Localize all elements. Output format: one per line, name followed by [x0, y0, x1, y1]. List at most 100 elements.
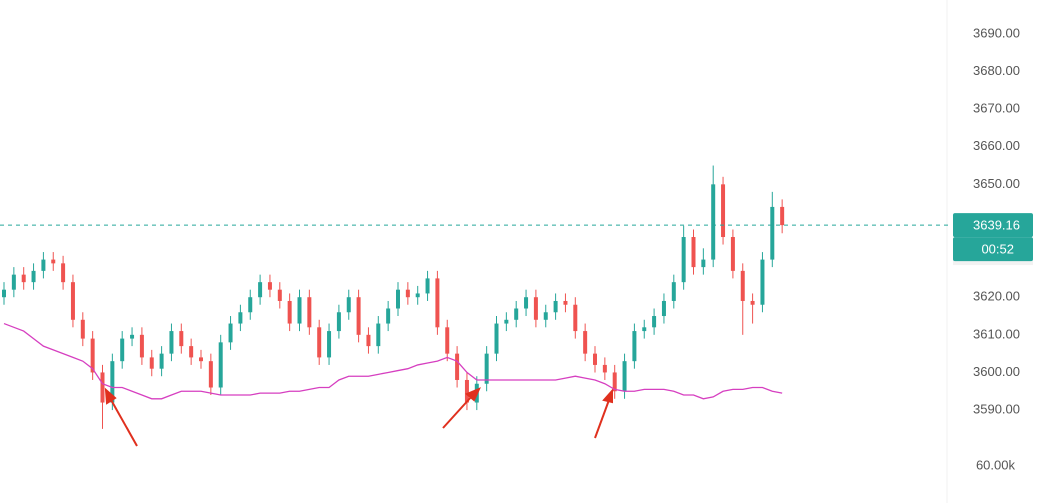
candle-body [770, 206, 775, 260]
arrow [442, 395, 473, 429]
arrow [594, 399, 610, 439]
candle-body [218, 342, 223, 388]
candle-body [681, 237, 686, 283]
y-tick-label: 3670.00 [973, 101, 1020, 116]
candle-body [494, 323, 499, 354]
candle-body [583, 331, 588, 354]
candle-body [396, 289, 400, 309]
candle-body [258, 282, 263, 298]
y-tick-label: 3680.00 [973, 63, 1020, 78]
candle-body [750, 300, 755, 305]
candle-body [524, 297, 529, 309]
candle-body [602, 364, 607, 373]
candle-body [405, 289, 410, 298]
candle-body [31, 270, 36, 283]
candle-body [248, 297, 253, 313]
candle-body [149, 357, 154, 369]
y-tick-label: 3660.00 [973, 138, 1020, 153]
arrow-head [465, 387, 481, 402]
candle-body [780, 206, 785, 226]
candle-body [760, 259, 765, 305]
candle-body [721, 184, 726, 238]
last-price-tag [953, 213, 1033, 238]
candle-body [652, 316, 657, 328]
candle-body [455, 353, 460, 380]
arrow-head [104, 387, 117, 405]
candle-body [110, 361, 115, 403]
candle-body [80, 319, 85, 339]
candle-body [139, 334, 144, 358]
candle-body [563, 300, 568, 305]
candle-body [553, 300, 558, 313]
candle-body [573, 304, 578, 332]
candle-body [2, 289, 6, 298]
candle-body [21, 274, 26, 283]
candle-body [208, 361, 213, 388]
y-tick-label: 3590.00 [973, 402, 1020, 417]
candle-body [661, 300, 666, 317]
candle-body [464, 379, 469, 403]
candle-body [366, 334, 371, 347]
candle-body [189, 346, 194, 358]
candle-body [287, 300, 292, 324]
candle-body [297, 297, 302, 324]
candle-body [701, 259, 706, 268]
candle-body [277, 289, 282, 301]
candle-body [336, 312, 341, 332]
candle-body [514, 308, 519, 320]
candle-body [317, 327, 322, 358]
candle-body [376, 323, 381, 347]
candle-body [327, 331, 332, 358]
candle-body [90, 338, 95, 373]
candle-body [386, 308, 391, 324]
candle-body [130, 334, 135, 339]
arrow-head [602, 388, 613, 404]
candle-body [11, 274, 16, 290]
y-tick-label: 3620.00 [973, 289, 1020, 304]
candle-body [100, 372, 105, 403]
y-tick-label: 3690.00 [973, 25, 1020, 40]
y-tick-label: 3600.00 [973, 364, 1020, 379]
candle-body [593, 353, 597, 365]
candle-body [504, 319, 509, 324]
candle-body [179, 331, 184, 347]
candle-body [228, 323, 233, 343]
arrow [109, 397, 138, 447]
candle-body [671, 282, 676, 301]
last-price-label: 3639.16 [973, 218, 1020, 233]
candle-body [632, 331, 637, 362]
candle-body [169, 331, 174, 354]
candle-body [435, 278, 440, 328]
candle-body [199, 357, 203, 362]
candle-body [711, 184, 716, 260]
annotation-arrows [104, 387, 613, 447]
candle-body [70, 282, 75, 320]
y-tick-label: 3650.00 [973, 176, 1020, 191]
volume-scale-label: 60.00k [976, 457, 1016, 472]
candle-body [61, 263, 66, 283]
candle-body [238, 312, 243, 324]
candle-body [159, 353, 164, 369]
candle-body [346, 297, 351, 313]
candle-body [691, 237, 696, 268]
candle-body [612, 372, 617, 392]
candle-body [356, 297, 361, 335]
candle-body [533, 297, 538, 320]
y-tick-label: 3610.00 [973, 326, 1020, 341]
candle-body [307, 297, 312, 328]
candle-body [415, 293, 420, 298]
candle-body [445, 327, 450, 354]
candle-body [543, 312, 548, 320]
candle-body [41, 259, 46, 271]
candle-body [120, 338, 125, 362]
candle-body [622, 361, 627, 392]
candle-body [740, 270, 745, 301]
candle-body [730, 237, 735, 271]
candle-body [425, 278, 430, 294]
candle-body [51, 259, 56, 264]
countdown-tag [953, 237, 1033, 262]
candle-body [642, 327, 647, 332]
